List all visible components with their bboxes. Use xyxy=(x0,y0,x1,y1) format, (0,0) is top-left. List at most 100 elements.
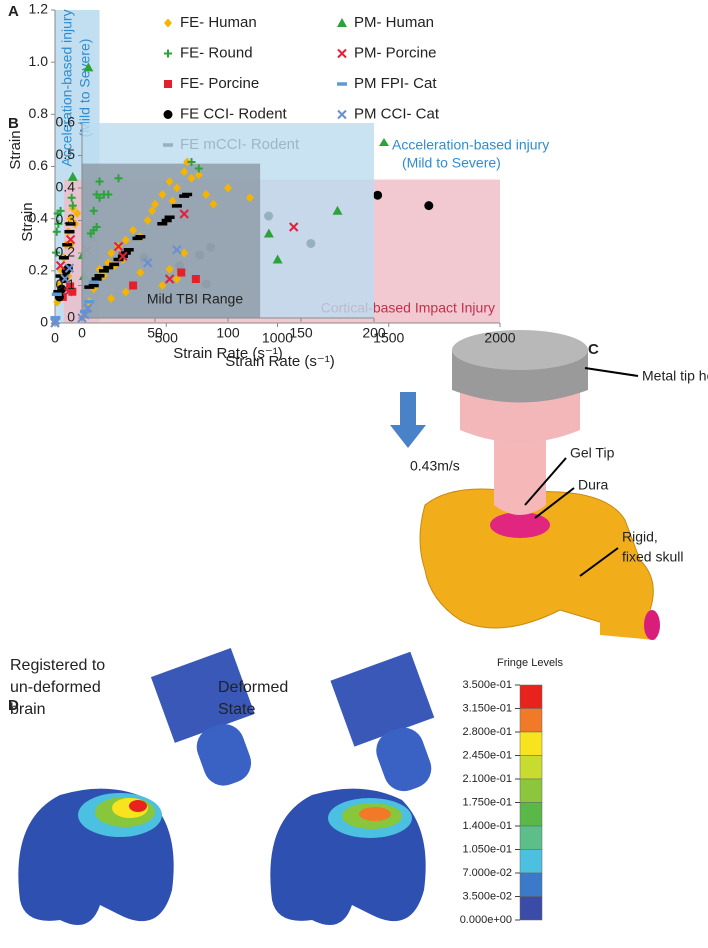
fringe-label: 2.800e-01 xyxy=(462,726,512,738)
fringe-title: Fringe Levels xyxy=(497,657,564,669)
caption: State xyxy=(218,701,255,718)
legend-marker xyxy=(337,18,347,27)
y-axis-label: Strain xyxy=(19,202,36,241)
region-label: (Mild to Severe) xyxy=(402,155,501,171)
x-tick-label: 0 xyxy=(78,325,86,341)
data-point xyxy=(224,183,232,193)
data-point xyxy=(177,268,186,277)
data-point xyxy=(121,235,130,245)
data-point xyxy=(95,193,104,202)
data-point xyxy=(68,201,77,210)
y-tick-label: 0.6 xyxy=(56,114,76,130)
skull-label: fixed skull xyxy=(622,549,683,565)
data-point xyxy=(95,177,104,186)
x-tick-label: 150 xyxy=(289,325,313,341)
data-point xyxy=(113,241,124,252)
impactor-right xyxy=(330,651,435,792)
data-point xyxy=(104,190,113,199)
data-point xyxy=(209,199,218,209)
caption: brain xyxy=(10,701,46,718)
legend-label: PM FPI- Cat xyxy=(354,75,437,92)
x-tick-label: 1000 xyxy=(262,330,293,346)
fringe-label: 3.500e-01 xyxy=(462,679,512,691)
region-label: Acceleration-based injury xyxy=(59,9,75,166)
legend-marker xyxy=(337,48,347,59)
data-point xyxy=(179,209,189,219)
data-point xyxy=(245,193,254,203)
fringe-swatch xyxy=(519,778,543,803)
x-axis-label: Strain Rate (s⁻¹) xyxy=(173,345,283,362)
skull-tip xyxy=(600,600,659,640)
data-point xyxy=(118,251,128,261)
fringe-swatch xyxy=(519,684,543,709)
data-point xyxy=(194,164,203,173)
data-point xyxy=(129,281,138,290)
fringe-label: 1.750e-01 xyxy=(462,796,512,808)
legend-label: PM- Porcine xyxy=(354,44,437,61)
data-point xyxy=(180,248,189,258)
data-point xyxy=(50,315,61,326)
y-tick-label: 0.1 xyxy=(56,276,76,292)
data-point xyxy=(107,248,116,258)
legend-label: FE- Round xyxy=(180,44,253,61)
data-point xyxy=(172,183,181,193)
data-point xyxy=(55,260,66,271)
legend-marker xyxy=(164,49,172,58)
y-tick-label: 1.0 xyxy=(29,53,49,69)
x-tick-label: 100 xyxy=(216,325,240,341)
impactor-left xyxy=(150,648,255,786)
data-point xyxy=(180,167,189,177)
fringe-swatch xyxy=(519,825,543,850)
legend-marker xyxy=(337,109,347,120)
data-point xyxy=(50,318,60,328)
data-point xyxy=(121,287,130,297)
data-point xyxy=(64,263,75,273)
data-point xyxy=(263,228,274,238)
fringe-label: 1.400e-01 xyxy=(462,820,512,832)
data-point xyxy=(158,281,167,290)
holder-top xyxy=(452,330,588,370)
fringe-swatch xyxy=(519,731,543,756)
y-tick-label: 0.2 xyxy=(29,262,49,278)
data-point xyxy=(107,294,116,303)
data-point xyxy=(52,248,61,257)
data-point xyxy=(332,205,343,215)
data-point xyxy=(183,157,192,167)
data-point xyxy=(65,234,76,245)
data-point xyxy=(114,174,123,183)
brain-models: D Registered to un-deformed brain Deform… xyxy=(8,648,564,925)
fringe-swatch xyxy=(519,802,543,827)
data-point xyxy=(54,219,63,228)
data-point xyxy=(172,245,182,255)
fringe-label: 7.000e-02 xyxy=(462,867,512,879)
skull-label: Rigid, xyxy=(622,529,658,545)
data-point xyxy=(86,229,95,238)
pointer-arrows xyxy=(524,367,639,577)
data-point xyxy=(151,199,159,209)
legend-label: PM- Human xyxy=(354,14,434,31)
impactor-diagram: C 0.43m/s Metal tip holder Gel Tip Dura … xyxy=(390,330,708,640)
y-tick-label: 0.6 xyxy=(29,157,49,173)
data-point xyxy=(158,190,167,199)
y-tick-label: 0.2 xyxy=(56,244,76,260)
data-point xyxy=(202,190,211,199)
legend-label: PM CCI- Cat xyxy=(354,105,440,122)
data-point xyxy=(165,264,174,274)
legend-label: FE CCI- Rodent xyxy=(180,105,288,122)
data-point xyxy=(67,193,76,202)
holder-label: Metal tip holder xyxy=(642,368,708,384)
dura-shape xyxy=(490,512,550,538)
y-tick-label: 0 xyxy=(67,309,75,325)
data-point xyxy=(272,254,283,264)
y-tick-label: 1.2 xyxy=(29,1,49,17)
dura-label: Dura xyxy=(578,477,609,493)
x-tick-label: 0 xyxy=(51,330,59,346)
fringe-label: 2.100e-01 xyxy=(462,773,512,785)
data-point xyxy=(63,286,74,297)
x-axis-label: Strain Rate (s⁻¹) xyxy=(225,353,335,370)
fringe-swatch xyxy=(519,872,543,897)
data-point xyxy=(142,258,153,268)
data-point xyxy=(60,273,70,284)
y-tick-label: 0.5 xyxy=(56,146,76,162)
